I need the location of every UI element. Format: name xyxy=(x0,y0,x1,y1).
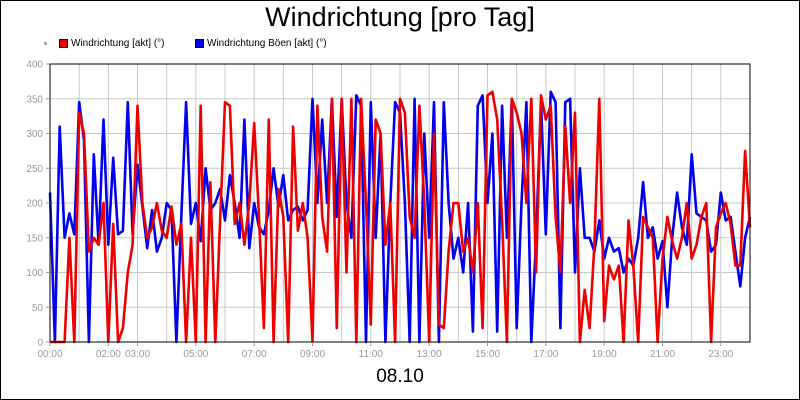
x-axis-ticks: 00:00 02:00 03:00 05:00 07:00 09:00 11:00 13:00… xyxy=(37,342,734,360)
y-tick-label: 150 xyxy=(26,233,43,244)
y-tick-label: 50 xyxy=(32,303,44,314)
series-line-1 xyxy=(50,90,752,344)
legend-swatch-red xyxy=(59,38,68,48)
date-label: 08.10 xyxy=(376,366,424,387)
y-tick-label: 100 xyxy=(26,268,43,279)
x-tick-label: 00:00 xyxy=(37,349,62,360)
legend-item-windrichtung-boeen: Windrichtung Böen [akt] (°) xyxy=(195,38,327,49)
legend-dot xyxy=(44,42,47,45)
y-tick-label: 350 xyxy=(26,94,43,105)
x-tick-label: 05:00 xyxy=(183,349,208,360)
x-tick-label: 19:00 xyxy=(592,349,617,360)
y-tick-label: 0 xyxy=(37,338,43,349)
x-tick-label: 13:00 xyxy=(417,349,442,360)
y-tick-label: 400 xyxy=(26,60,43,71)
x-tick-label: 11:00 xyxy=(359,349,384,360)
legend-item-windrichtung: Windrichtung [akt] (°) xyxy=(59,38,164,49)
x-tick-label: 15:00 xyxy=(475,349,500,360)
chart-title: Windrichtung [pro Tag] xyxy=(265,2,535,32)
x-tick-label: 09:00 xyxy=(300,349,325,360)
y-tick-label: 300 xyxy=(26,129,43,140)
x-tick-label: 03:00 xyxy=(125,349,150,360)
x-tick-label: 02:00 xyxy=(96,349,121,360)
chart-series xyxy=(48,90,752,344)
x-tick-label: 23:00 xyxy=(708,349,733,360)
x-tick-label: 17:00 xyxy=(533,349,558,360)
legend-swatch-blue xyxy=(195,38,204,48)
y-axis-ticks: 0 50 100 150 200 250 300 350 400 xyxy=(26,60,50,349)
x-tick-label: 21:00 xyxy=(650,349,675,360)
y-tick-label: 250 xyxy=(26,164,43,175)
legend-label-windrichtung: Windrichtung [akt] (°) xyxy=(71,38,165,49)
x-tick-label: 07:00 xyxy=(242,349,267,360)
legend-label-windrichtung-boeen: Windrichtung Böen [akt] (°) xyxy=(207,38,327,49)
y-tick-label: 200 xyxy=(26,199,43,210)
